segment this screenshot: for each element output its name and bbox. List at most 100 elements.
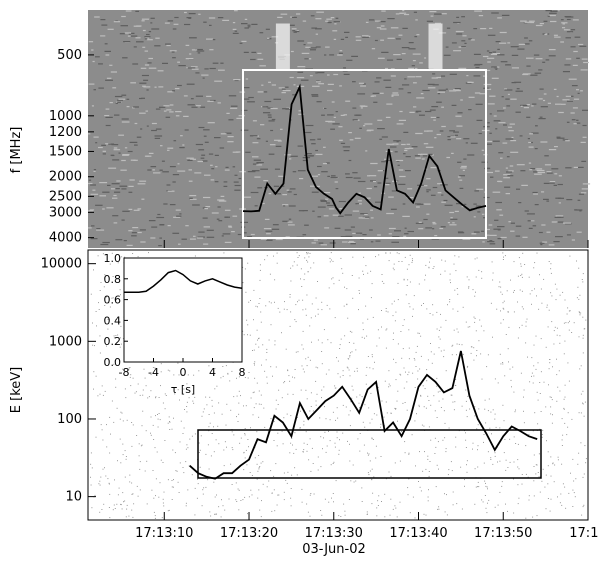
radio-noise-streak bbox=[105, 79, 113, 81]
radio-noise-streak bbox=[475, 205, 482, 207]
xray-noise-dot bbox=[319, 417, 321, 419]
radio-noise-streak bbox=[363, 125, 366, 127]
xray-noise-dot bbox=[568, 380, 570, 382]
xray-noise-dot bbox=[535, 368, 537, 370]
xray-noise-dot bbox=[480, 353, 482, 355]
radio-noise-streak bbox=[310, 185, 316, 187]
radio-noise-streak bbox=[155, 108, 161, 110]
xray-noise-dot bbox=[364, 404, 366, 406]
radio-noise-streak bbox=[385, 182, 391, 184]
xray-noise-dot bbox=[434, 410, 436, 412]
radio-noise-streak bbox=[350, 243, 356, 245]
radio-noise-streak bbox=[328, 208, 335, 210]
radio-noise-streak bbox=[93, 170, 96, 172]
xray-noise-dot bbox=[534, 262, 536, 264]
xray-noise-dot bbox=[449, 279, 451, 281]
xray-noise-dot bbox=[408, 358, 410, 360]
inset-curve bbox=[124, 269, 243, 294]
xray-noise-dot bbox=[93, 388, 94, 390]
xray-noise-dot bbox=[118, 487, 120, 489]
xray-noise-dot bbox=[261, 364, 262, 366]
xray-noise-dot bbox=[173, 479, 174, 481]
radio-noise-streak bbox=[323, 146, 326, 148]
radio-noise-streak bbox=[470, 142, 478, 144]
radio-noise-streak bbox=[140, 128, 143, 130]
radio-noise-streak bbox=[492, 191, 501, 193]
radio-noise-streak bbox=[562, 71, 570, 73]
xray-noise-dot bbox=[202, 493, 204, 495]
radio-noise-streak bbox=[503, 124, 507, 126]
xray-noise-dot bbox=[525, 517, 527, 519]
radio-noise-streak bbox=[377, 57, 385, 59]
xray-noise-dot bbox=[310, 406, 312, 407]
xray-noise-dot bbox=[208, 365, 210, 367]
radio-noise-streak bbox=[487, 241, 495, 243]
xray-noise-dot bbox=[308, 459, 310, 461]
xray-noise-dot bbox=[451, 354, 453, 356]
radio-noise-streak bbox=[467, 81, 474, 83]
radio-noise-streak bbox=[358, 192, 361, 194]
xray-noise-dot bbox=[363, 444, 365, 446]
xray-noise-dot bbox=[517, 337, 519, 339]
radio-noise-streak bbox=[554, 216, 561, 218]
xray-noise-dot bbox=[578, 452, 580, 454]
radio-noise-streak bbox=[526, 65, 531, 67]
xray-noise-dot bbox=[435, 486, 437, 488]
radio-noise-streak bbox=[430, 15, 434, 17]
radio-noise-streak bbox=[532, 191, 538, 194]
xray-noise-dot bbox=[277, 404, 279, 405]
xray-noise-dot bbox=[403, 278, 405, 280]
xray-noise-dot bbox=[317, 469, 319, 471]
radio-noise-streak bbox=[418, 221, 422, 223]
radio-noise-streak bbox=[537, 171, 545, 174]
xray-noise-dot bbox=[293, 452, 295, 454]
xray-noise-dot bbox=[540, 288, 542, 290]
xray-noise-dot bbox=[305, 389, 307, 391]
xray-noise-dot bbox=[109, 416, 111, 418]
radio-noise-streak bbox=[343, 67, 346, 69]
radio-noise-streak bbox=[203, 226, 210, 228]
xray-noise-dot bbox=[164, 440, 166, 441]
radio-noise-streak bbox=[384, 158, 387, 160]
radio-noise-streak bbox=[257, 52, 262, 54]
xray-noise-dot bbox=[335, 480, 337, 482]
radio-noise-streak bbox=[493, 228, 501, 230]
xray-noise-dot bbox=[346, 288, 348, 290]
radio-noise-streak bbox=[223, 181, 228, 183]
xray-noise-dot bbox=[550, 292, 552, 294]
radio-noise-streak bbox=[189, 37, 197, 39]
xray-noise-dot bbox=[321, 514, 323, 516]
radio-noise-streak bbox=[467, 154, 475, 156]
xray-noise-dot bbox=[168, 509, 170, 511]
xray-noise-dot bbox=[257, 470, 259, 472]
xray-noise-dot bbox=[123, 501, 124, 503]
xray-noise-dot bbox=[99, 335, 101, 337]
xray-noise-dot bbox=[388, 386, 390, 388]
radio-noise-streak bbox=[228, 95, 237, 97]
xray-noise-dot bbox=[298, 255, 300, 257]
xray-noise-dot bbox=[371, 478, 373, 480]
xray-noise-dot bbox=[317, 313, 319, 315]
xray-noise-dot bbox=[139, 394, 141, 396]
xray-noise-dot bbox=[468, 287, 470, 289]
xray-noise-dot bbox=[242, 282, 244, 284]
xray-noise-dot bbox=[440, 350, 442, 352]
radio-noise-streak bbox=[451, 104, 457, 106]
xray-noise-dot bbox=[189, 438, 191, 440]
xray-noise-dot bbox=[550, 272, 552, 274]
radio-noise-streak bbox=[111, 154, 115, 157]
radio-noise-streak bbox=[390, 146, 397, 148]
xray-noise-dot bbox=[371, 283, 373, 285]
radio-noise-streak bbox=[381, 10, 386, 12]
xray-noise-dot bbox=[348, 499, 350, 500]
xray-noise-dot bbox=[238, 376, 240, 378]
xray-noise-dot bbox=[300, 278, 301, 280]
radio-noise-streak bbox=[371, 95, 377, 97]
radio-noise-streak bbox=[492, 53, 500, 55]
radio-noise-streak bbox=[157, 70, 164, 72]
radio-noise-streak bbox=[565, 58, 572, 60]
radio-noise-streak bbox=[408, 48, 416, 50]
radio-noise-streak bbox=[135, 37, 141, 39]
xray-noise-dot bbox=[414, 420, 416, 422]
radio-noise-streak bbox=[473, 203, 477, 205]
